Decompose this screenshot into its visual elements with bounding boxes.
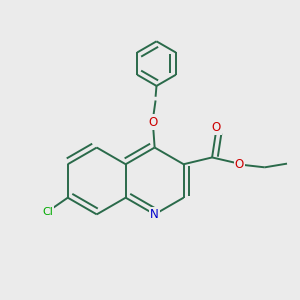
Text: N: N [150, 208, 159, 221]
Text: Cl: Cl [42, 207, 53, 217]
Text: O: O [148, 116, 158, 129]
Text: O: O [212, 121, 221, 134]
Text: O: O [235, 158, 244, 171]
